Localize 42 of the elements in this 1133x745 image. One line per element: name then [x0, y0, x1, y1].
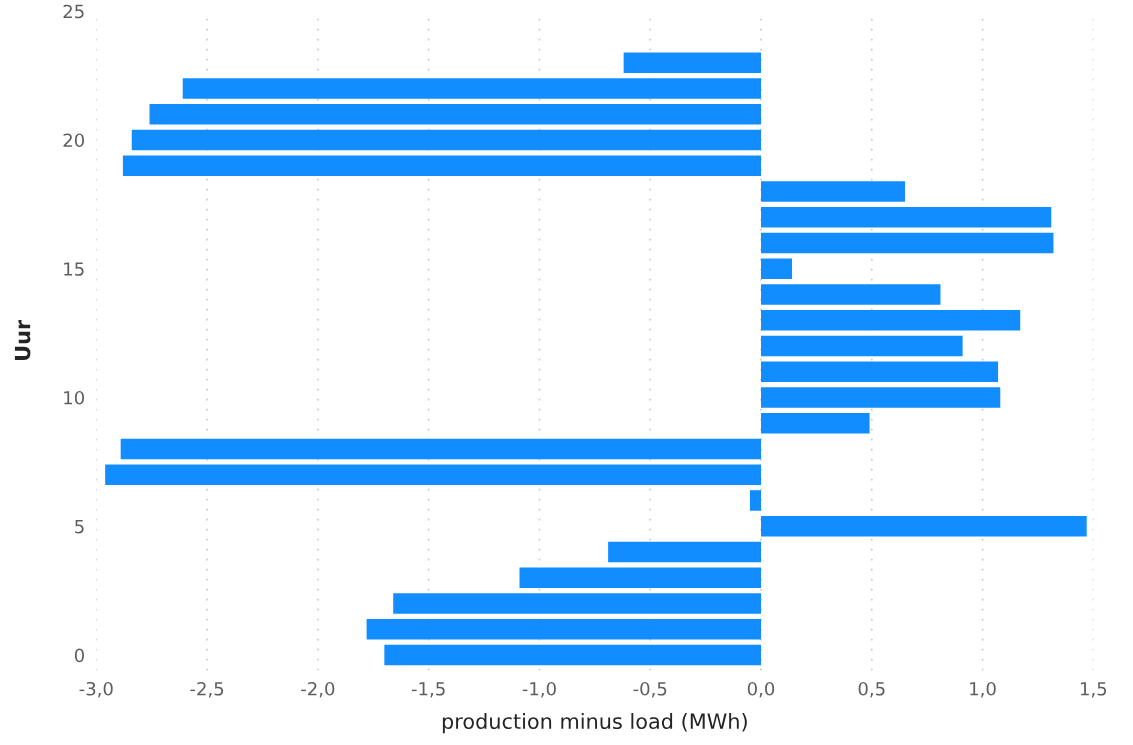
bar [761, 232, 1054, 254]
bar [761, 335, 963, 357]
bar [749, 490, 761, 511]
bar [761, 412, 870, 434]
bar [761, 206, 1052, 228]
x-tick-label: 0,5 [858, 681, 885, 698]
bar [761, 387, 1001, 408]
bar [761, 515, 1087, 537]
bar [761, 361, 999, 383]
bar [131, 129, 761, 151]
bar [393, 593, 761, 614]
x-axis-title: production minus load (MWh) [442, 712, 747, 734]
y-tick-label: 5 [75, 519, 84, 534]
bar [761, 284, 941, 305]
x-tick-label: -1,0 [522, 681, 556, 698]
x-tick-label: 0,0 [747, 681, 775, 698]
bar [623, 52, 761, 73]
bar [182, 78, 761, 99]
bar [761, 258, 793, 280]
bar [761, 181, 906, 202]
bar [366, 618, 761, 640]
y-axis-title: Uur [14, 319, 31, 360]
x-tick-label: 1,0 [970, 681, 996, 698]
y-tick-label: 20 [63, 133, 84, 148]
bar [384, 644, 761, 666]
y-tick-label: 25 [63, 4, 84, 19]
x-tick-label: 1,5 [1080, 682, 1107, 698]
x-tick-label: -1,5 [411, 682, 445, 698]
x-tick-label: -0,5 [633, 681, 667, 698]
x-tick-label: -3,0 [79, 681, 113, 698]
bar [120, 438, 761, 460]
bar [149, 103, 761, 125]
x-tick-label: -2,5 [190, 681, 224, 698]
x-tick-label: -2,0 [301, 681, 335, 698]
y-tick-label: 15 [64, 262, 84, 276]
bar [608, 541, 761, 563]
y-tick-label: 0 [74, 648, 84, 663]
bar [761, 309, 1021, 331]
bar [122, 155, 761, 177]
bar [105, 464, 761, 486]
y-tick-label: 10 [64, 390, 84, 405]
bar [519, 567, 761, 589]
